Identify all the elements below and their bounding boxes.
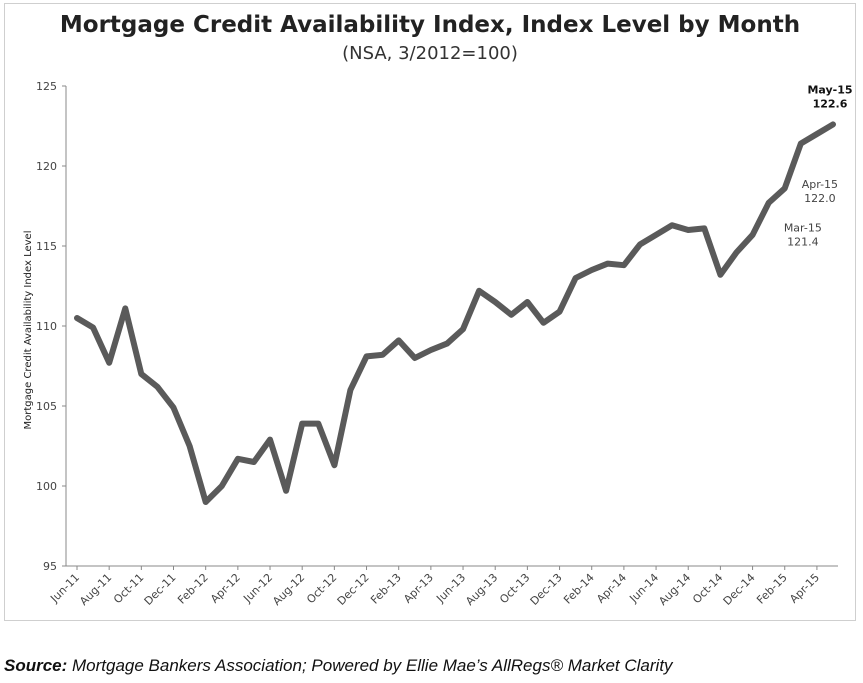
data-point xyxy=(173,407,174,409)
data-point xyxy=(349,389,351,391)
x-tick-label: Dec-11 xyxy=(142,571,179,608)
data-point xyxy=(253,461,255,463)
x-tick-label: Aug-14 xyxy=(656,571,693,608)
x-tick-label: Apr-15 xyxy=(787,571,822,606)
data-point xyxy=(189,445,191,447)
annotation-value: 122.0 xyxy=(804,192,836,205)
y-tick-label: 110 xyxy=(36,320,57,333)
data-point xyxy=(543,322,544,324)
data-point xyxy=(768,202,770,204)
data-point xyxy=(752,234,754,236)
data-point xyxy=(591,269,593,271)
annotation-month: May-15 xyxy=(807,83,852,96)
x-tick-label: Jun-13 xyxy=(433,571,468,606)
data-point xyxy=(607,263,609,265)
data-point xyxy=(221,485,223,487)
data-point xyxy=(800,143,802,145)
x-tick-label: Apr-13 xyxy=(401,571,436,606)
data-point xyxy=(446,343,448,345)
data-point xyxy=(366,355,367,357)
axes xyxy=(65,86,838,567)
source-note: Source: Mortgage Bankers Association; Po… xyxy=(4,656,673,676)
data-point xyxy=(832,123,834,125)
y-tick-label: 105 xyxy=(36,400,57,413)
data-point xyxy=(285,490,287,492)
data-point xyxy=(269,439,271,441)
y-tick-label: 95 xyxy=(43,560,57,573)
data-point xyxy=(462,328,464,330)
x-tick-label: Jun-11 xyxy=(47,571,82,606)
data-point xyxy=(639,243,641,245)
annotation-value: 122.6 xyxy=(813,97,848,110)
data-point xyxy=(398,339,400,341)
data-point xyxy=(736,251,737,253)
data-point xyxy=(671,224,673,226)
chart-frame xyxy=(4,3,856,621)
annotation-month: Mar-15 xyxy=(784,222,822,235)
data-point xyxy=(414,357,416,359)
y-tick-label: 120 xyxy=(36,160,57,173)
chart-title: Mortgage Credit Availability Index, Inde… xyxy=(59,12,801,38)
data-point xyxy=(510,314,512,316)
x-tick-label: Aug-13 xyxy=(463,571,500,608)
data-point xyxy=(494,301,496,303)
x-tick-label: Oct-14 xyxy=(690,571,725,606)
x-tick-label: Apr-14 xyxy=(594,571,629,606)
annotation-value: 121.4 xyxy=(787,236,819,249)
chart-subtitle: (NSA, 3/2012=100) xyxy=(342,43,518,64)
data-point xyxy=(205,501,207,503)
data-point xyxy=(140,373,142,375)
y-tick-label: 115 xyxy=(36,240,57,253)
data-point xyxy=(575,277,577,279)
x-tick-label: Aug-12 xyxy=(270,571,307,608)
x-tick-label: Feb-14 xyxy=(561,571,597,607)
data-point xyxy=(333,464,335,466)
x-tick-label: Feb-13 xyxy=(368,571,404,607)
x-tick-label: Oct-11 xyxy=(111,571,146,606)
x-tick-label: Jun-14 xyxy=(626,571,661,606)
data-point xyxy=(108,362,110,364)
data-point xyxy=(317,423,319,425)
data-point xyxy=(703,227,705,229)
data-point xyxy=(430,349,432,351)
x-tick-label: Dec-12 xyxy=(335,571,372,608)
data-point xyxy=(124,307,126,309)
data-point xyxy=(784,187,786,189)
x-tick-label: Feb-15 xyxy=(754,571,790,607)
data-point xyxy=(301,423,303,425)
data-point xyxy=(655,234,657,236)
x-tick-label: Jun-12 xyxy=(240,571,275,606)
data-point xyxy=(526,301,528,303)
data-point xyxy=(237,458,239,460)
x-tick-label: Oct-12 xyxy=(304,571,339,606)
series-line xyxy=(74,121,836,505)
x-tick-label: Oct-13 xyxy=(497,571,532,606)
data-point xyxy=(478,290,480,292)
data-point xyxy=(719,274,721,276)
data-point xyxy=(382,354,384,356)
source-text: Mortgage Bankers Association; Powered by… xyxy=(67,656,673,675)
data-point xyxy=(816,133,818,135)
y-axis-ticks: 95 100 105 110 115 120 125 xyxy=(36,80,66,573)
y-tick-label: 125 xyxy=(36,80,57,93)
data-point xyxy=(623,264,625,266)
x-tick-label: Apr-12 xyxy=(208,571,243,606)
data-point xyxy=(687,229,689,231)
x-tick-label: Dec-14 xyxy=(721,571,758,608)
y-axis-label: Mortgage Credit Availability Index Level xyxy=(23,231,34,430)
data-point xyxy=(156,386,158,388)
source-label: Source: xyxy=(4,656,68,675)
x-tick-label: Dec-13 xyxy=(528,571,565,608)
data-point xyxy=(559,311,561,313)
data-point xyxy=(76,317,78,319)
x-tick-label: Aug-11 xyxy=(77,571,114,608)
series-group xyxy=(74,121,836,505)
annotation-month: Apr-15 xyxy=(802,178,838,191)
y-tick-label: 100 xyxy=(36,480,57,493)
data-point xyxy=(92,327,94,329)
x-axis-ticks: Jun-11Aug-11Oct-11Dec-11Feb-12Apr-12Jun-… xyxy=(47,566,822,608)
x-tick-label: Feb-12 xyxy=(175,571,211,607)
